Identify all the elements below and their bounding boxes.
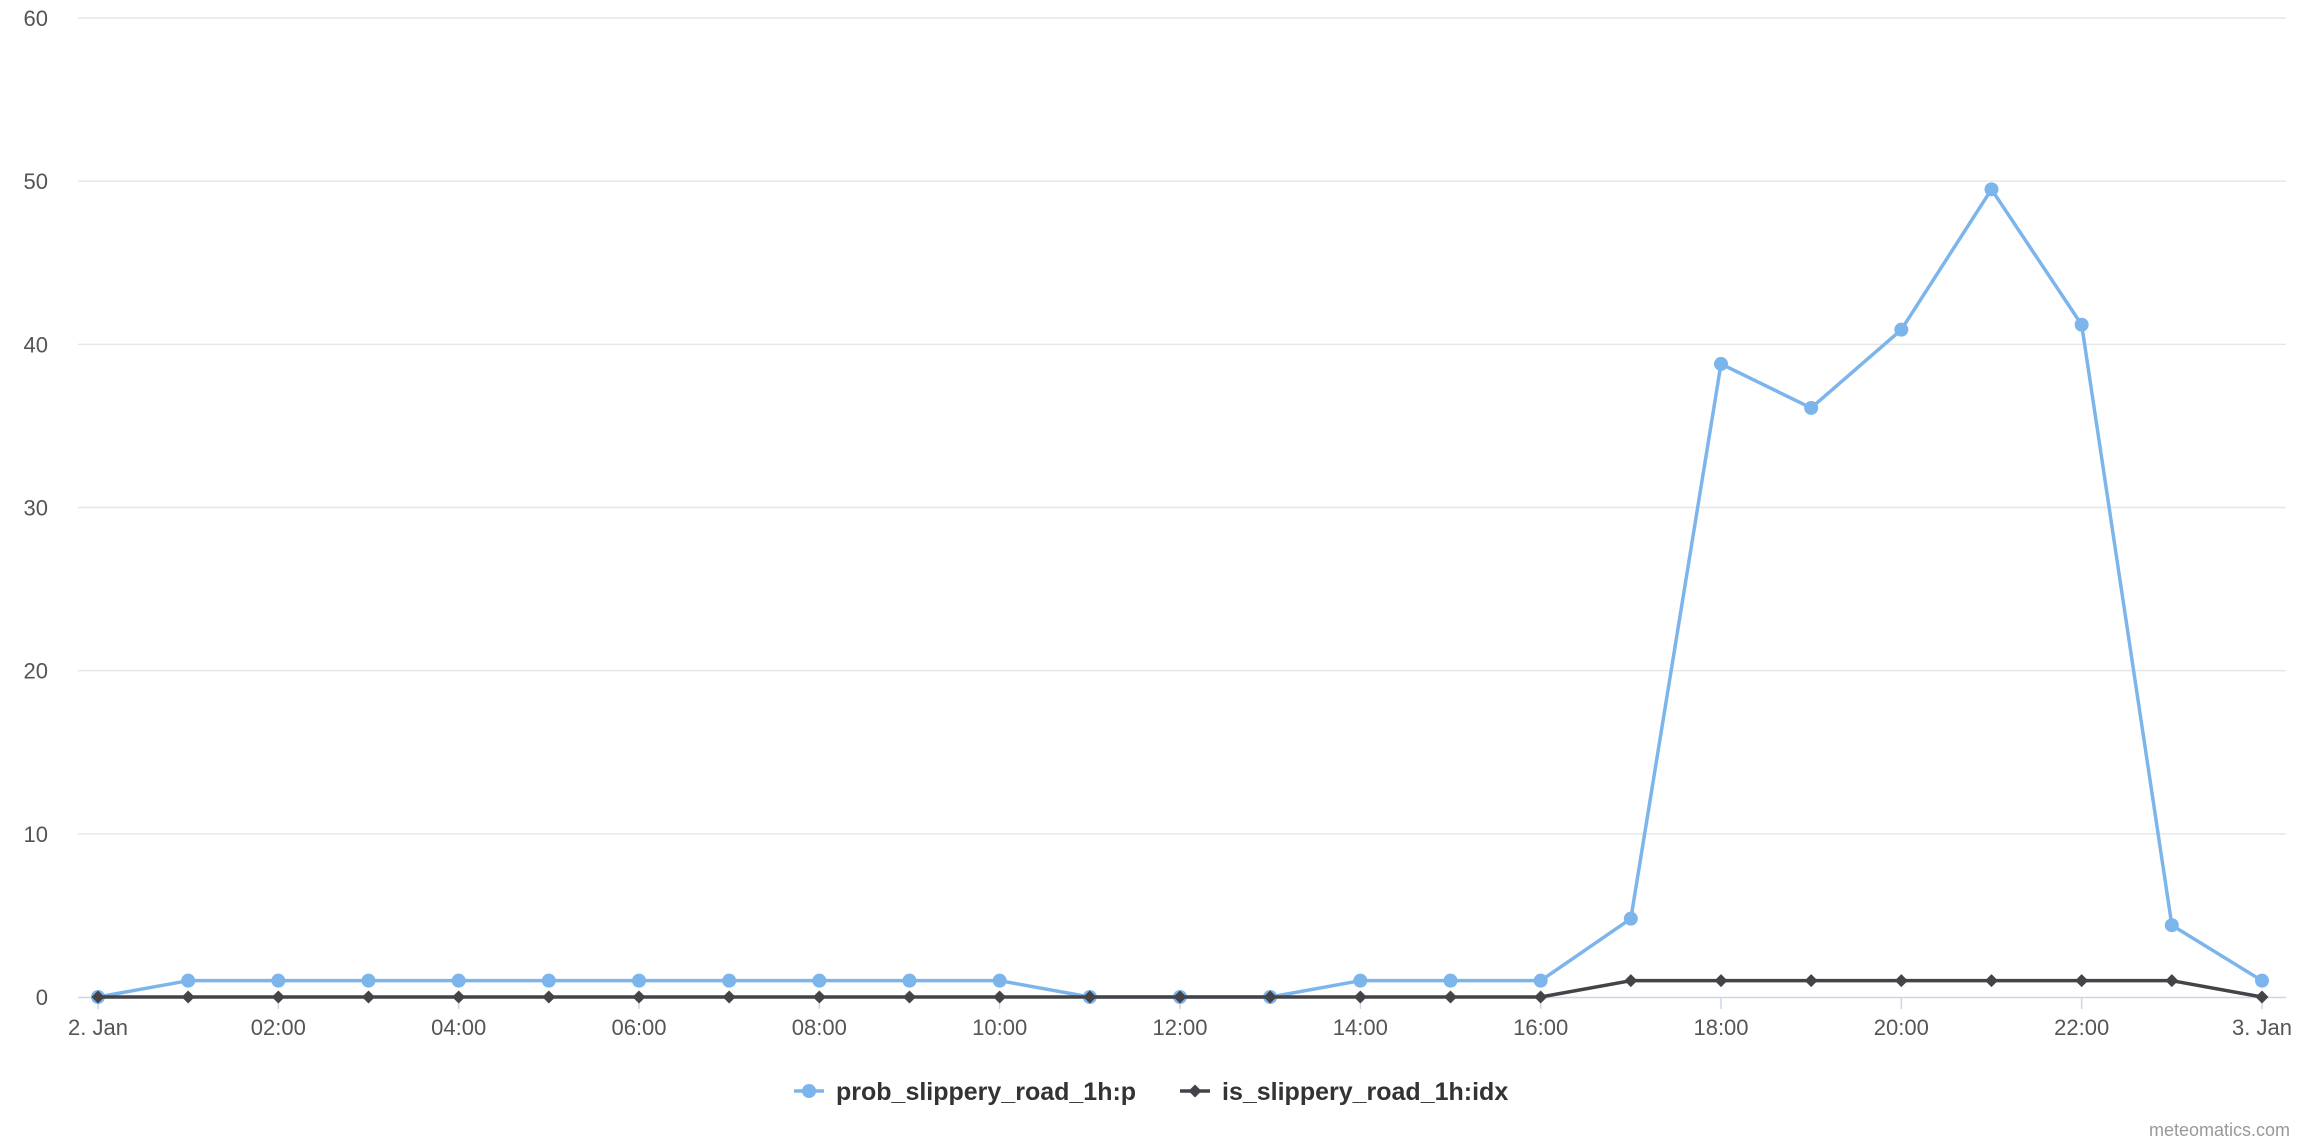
x-tick-label: 02:00 (251, 1015, 306, 1040)
data-point[interactable] (1984, 182, 1999, 197)
x-tick-label: 08:00 (792, 1015, 847, 1040)
data-point[interactable] (1444, 990, 1457, 1004)
data-point[interactable] (812, 990, 826, 1004)
x-tick-label: 10:00 (972, 1015, 1027, 1040)
data-point[interactable] (1624, 974, 1638, 988)
x-tick-label: 06:00 (611, 1015, 666, 1040)
data-point[interactable] (993, 990, 1007, 1004)
data-point[interactable] (2165, 974, 2179, 988)
gridlines (78, 17, 2286, 835)
data-point[interactable] (2074, 317, 2089, 332)
data-point[interactable] (1263, 990, 1277, 1004)
y-tick-label: 50 (24, 169, 48, 194)
data-point[interactable] (181, 990, 195, 1004)
data-point[interactable] (1894, 974, 1908, 988)
data-point[interactable] (361, 973, 376, 988)
data-point[interactable] (1714, 974, 1728, 988)
y-tick-label: 0 (36, 985, 48, 1010)
data-point[interactable] (541, 973, 556, 988)
data-point[interactable] (1623, 911, 1638, 926)
series-line (96, 187, 2264, 999)
x-tick-label: 22:00 (2054, 1015, 2109, 1040)
legend-label[interactable]: is_slippery_road_1h:idx (1222, 1078, 1508, 1106)
data-point[interactable] (1894, 322, 1909, 337)
data-point[interactable] (2075, 974, 2089, 988)
data-point[interactable] (1173, 990, 1187, 1004)
y-tick-label: 60 (24, 6, 48, 31)
data-point[interactable] (1714, 356, 1728, 371)
data-point[interactable] (903, 990, 916, 1004)
series-layer (91, 182, 2269, 1004)
data-point[interactable] (1353, 990, 1367, 1004)
data-point[interactable] (271, 973, 286, 988)
x-tick-label: 14:00 (1333, 1015, 1388, 1040)
data-point[interactable] (1083, 990, 1097, 1004)
series-is-slippery-road-1h-idx (91, 974, 2269, 1004)
legend[interactable]: prob_slippery_road_1h:p is_slippery_road_… (794, 1078, 1508, 1106)
data-point[interactable] (812, 973, 827, 988)
data-point[interactable] (542, 990, 556, 1004)
data-point[interactable] (181, 973, 196, 988)
legend-item[interactable]: prob_slippery_road_1h:p (794, 1078, 1136, 1106)
y-tick-label: 20 (24, 659, 48, 684)
data-point[interactable] (992, 973, 1007, 988)
series-prob-slippery-road-1h-p (91, 182, 2269, 1004)
y-axis-tick-labels: 0 10 20 30 40 50 60 (24, 6, 48, 1010)
x-tick-label: 04:00 (431, 1015, 486, 1040)
data-point[interactable] (1804, 400, 1819, 415)
data-point[interactable] (1443, 973, 1458, 988)
data-point[interactable] (722, 990, 736, 1004)
data-point[interactable] (1804, 974, 1818, 988)
data-point[interactable] (2255, 990, 2269, 1004)
data-point[interactable] (902, 973, 917, 988)
x-tick-label: 2. Jan (68, 1015, 128, 1040)
x-tick-label: 18:00 (1693, 1015, 1748, 1040)
legend-marker-symbol[interactable] (802, 1084, 816, 1098)
data-point[interactable] (91, 990, 105, 1004)
credits-text[interactable]: meteomatics.com (2149, 1120, 2290, 1140)
data-point[interactable] (1534, 990, 1548, 1004)
data-point[interactable] (1353, 973, 1368, 988)
legend-item[interactable]: is_slippery_road_1h:idx (1180, 1078, 1508, 1106)
y-tick-label: 40 (24, 332, 48, 357)
data-point[interactable] (452, 990, 466, 1004)
data-point[interactable] (632, 973, 646, 988)
data-point[interactable] (722, 973, 737, 988)
data-point[interactable] (271, 990, 285, 1004)
data-point[interactable] (1533, 973, 1548, 988)
data-point[interactable] (2255, 973, 2269, 988)
x-tick-label: 12:00 (1152, 1015, 1207, 1040)
data-point[interactable] (2164, 918, 2179, 933)
data-point[interactable] (451, 973, 466, 988)
legend-label[interactable]: prob_slippery_road_1h:p (836, 1078, 1136, 1106)
x-tick-label: 16:00 (1513, 1015, 1568, 1040)
x-axis-tick-labels: 2. Jan 02:00 04:00 06:00 08:00 10:00 12:00 14:0… (68, 1015, 2292, 1040)
data-point[interactable] (362, 990, 375, 1004)
y-tick-label: 10 (24, 822, 48, 847)
legend-marker-symbol[interactable] (1188, 1084, 1202, 1098)
data-point[interactable] (632, 990, 646, 1004)
y-tick-label: 30 (24, 496, 48, 521)
x-tick-label: 20:00 (1874, 1015, 1929, 1040)
data-point[interactable] (1985, 974, 1998, 988)
x-tick-label: 3. Jan (2232, 1015, 2292, 1040)
